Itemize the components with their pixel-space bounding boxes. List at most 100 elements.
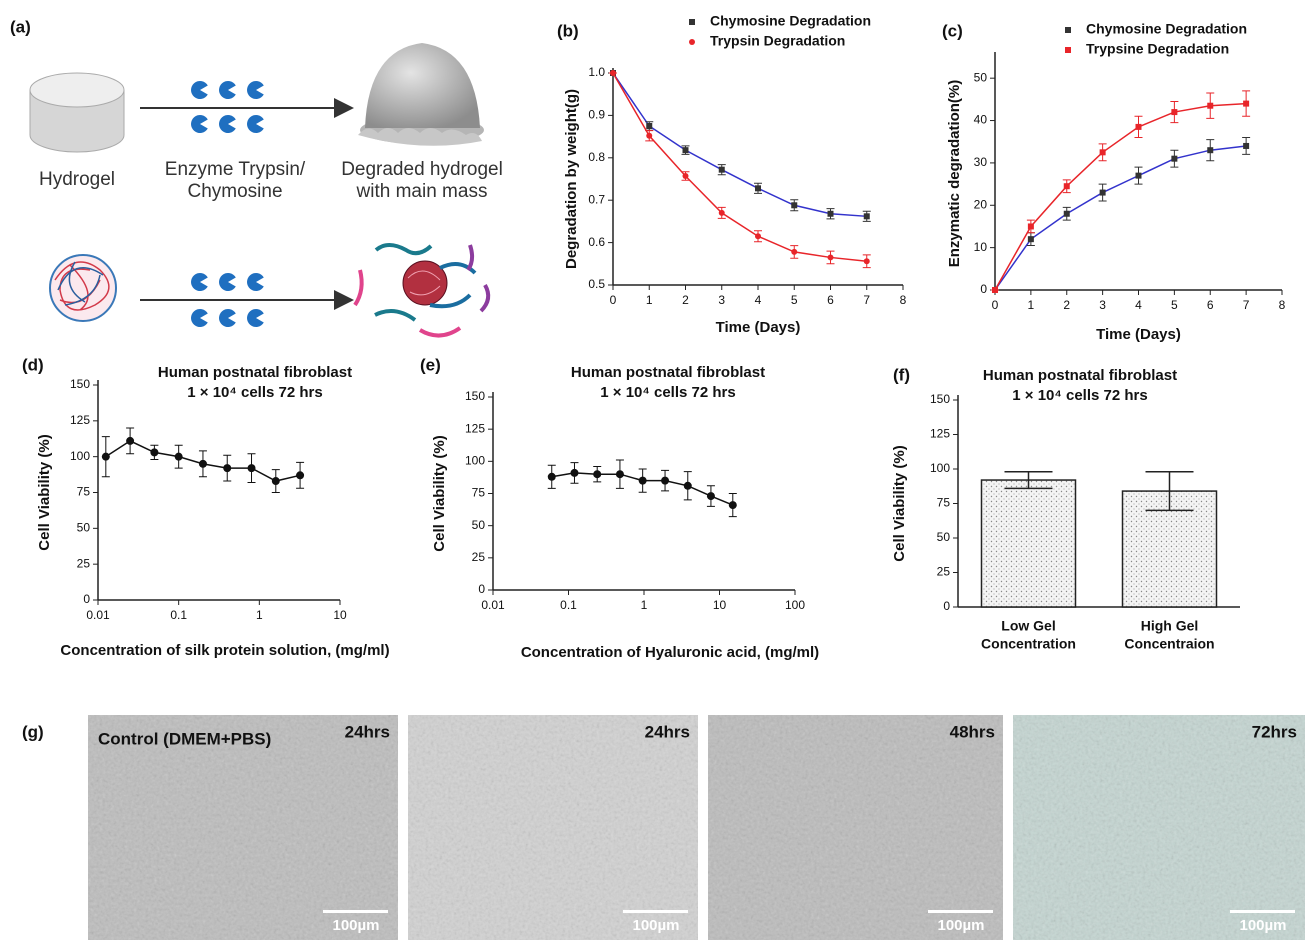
enzyme-icon — [191, 309, 208, 327]
diagram-label: Degraded hydrogel — [341, 159, 503, 180]
polymer-ball — [49, 254, 117, 322]
y-tick-label: 10 — [974, 240, 988, 254]
legend-label: Trypsine Degradation — [1086, 41, 1229, 57]
enzyme-icon — [247, 114, 264, 133]
series-line — [994, 145, 1247, 291]
y-tick-label: 150 — [465, 389, 485, 403]
y-tick-label: 100 — [465, 454, 485, 468]
point — [1099, 189, 1106, 196]
enzyme-icon — [191, 80, 208, 99]
chart-title: Human postnatal fibroblast — [983, 367, 1177, 384]
degraded-fragments — [353, 243, 491, 338]
y-tick-label: 0 — [980, 282, 987, 296]
y-tick-label: 75 — [77, 485, 91, 499]
point — [1243, 142, 1250, 149]
x-tick-label: 6 — [827, 293, 834, 307]
x-tick-label: Low Gel — [1001, 618, 1055, 634]
y-tick-label: 150 — [70, 377, 90, 391]
point — [610, 70, 616, 76]
legend-label: Chymosine Degradation — [1086, 21, 1247, 37]
chart-title: 1 × 10⁴ cells 72 hrs — [1012, 387, 1147, 404]
y-tick-label: 150 — [930, 392, 950, 406]
micrograph-time: 24hrs — [645, 722, 690, 741]
point — [682, 147, 689, 154]
y-tick-label: 20 — [974, 197, 988, 211]
panel-label: (c) — [942, 21, 963, 40]
x-tick-label: 0.1 — [170, 608, 187, 622]
x-tick-label: High Gel — [1141, 618, 1199, 634]
y-tick-label: 0 — [943, 599, 950, 613]
legend-marker — [689, 39, 695, 45]
point — [827, 210, 834, 217]
degraded-hydrogel-icon — [358, 43, 484, 146]
y-tick-label: 75 — [937, 496, 951, 510]
x-tick-label: 5 — [1171, 298, 1178, 312]
scale-bar — [1230, 910, 1295, 913]
scale-bar-label: 100µm — [332, 917, 379, 934]
micrograph-time: 24hrs — [345, 722, 390, 741]
series-line — [994, 102, 1247, 291]
x-tick-label: 1 — [646, 293, 653, 307]
y-axis-label: Enzymatic degradation(%) — [946, 80, 963, 268]
point — [661, 476, 670, 485]
x-axis-label: Concentration of Hyaluronic acid, (mg/ml… — [521, 644, 819, 661]
diagram-label: Enzyme Trypsin/ — [165, 159, 306, 180]
point — [615, 470, 624, 479]
point — [791, 202, 798, 209]
panel-label: (d) — [22, 355, 44, 374]
y-tick-label: 100 — [930, 461, 950, 475]
point — [1207, 102, 1214, 109]
point — [1171, 155, 1178, 162]
hydrogel-icon — [29, 72, 125, 153]
x-tick-label: 6 — [1207, 298, 1214, 312]
micrograph-texture — [88, 715, 398, 940]
chart-title: 1 × 10⁴ cells 72 hrs — [600, 384, 735, 401]
x-tick-label: 0 — [610, 293, 617, 307]
y-tick-label: 75 — [472, 486, 486, 500]
series-line — [612, 72, 867, 218]
x-axis-label: Time (Days) — [716, 319, 801, 336]
point — [593, 470, 602, 479]
y-tick-label: 125 — [930, 427, 950, 441]
y-tick-label: 50 — [937, 530, 951, 544]
y-tick-label: 0.5 — [588, 277, 605, 291]
point — [1135, 123, 1142, 130]
x-tick-label: 1 — [641, 598, 648, 612]
x-tick-label: 10 — [713, 598, 727, 612]
bar — [980, 479, 1077, 608]
y-tick-label: 50 — [77, 521, 91, 535]
point — [150, 448, 159, 457]
x-tick-label: Concentraion — [1124, 636, 1214, 652]
panel-label: (f) — [893, 365, 910, 384]
error-bar — [1004, 471, 1053, 490]
point — [1135, 172, 1142, 179]
diagram-label: Hydrogel — [39, 169, 115, 190]
y-tick-label: 25 — [77, 556, 91, 570]
y-axis-label: Degradation by weight(g) — [563, 89, 580, 269]
point — [646, 132, 653, 139]
point — [1243, 100, 1250, 107]
panel-label: (b) — [557, 21, 579, 40]
series-line — [612, 72, 867, 263]
point — [718, 209, 725, 216]
enzyme-icon — [247, 309, 264, 327]
point — [728, 501, 737, 510]
enzyme-icon — [219, 309, 236, 327]
enzyme-icon — [191, 273, 208, 291]
y-tick-label: 30 — [974, 155, 988, 169]
y-tick-label: 125 — [465, 421, 485, 435]
x-axis-label: Time (Days) — [1096, 326, 1181, 343]
scale-bar — [623, 910, 688, 913]
y-tick-label: 50 — [472, 518, 486, 532]
y-tick-label: 1.0 — [588, 65, 605, 79]
scale-bar — [928, 910, 993, 913]
point — [638, 476, 647, 485]
y-axis-label: Cell Viability (%) — [36, 434, 53, 550]
point — [198, 459, 207, 468]
point — [755, 233, 761, 240]
micrograph-texture — [408, 715, 698, 940]
enzyme-icon — [219, 273, 236, 291]
point — [271, 477, 280, 486]
scale-bar-label: 100µm — [632, 917, 679, 934]
